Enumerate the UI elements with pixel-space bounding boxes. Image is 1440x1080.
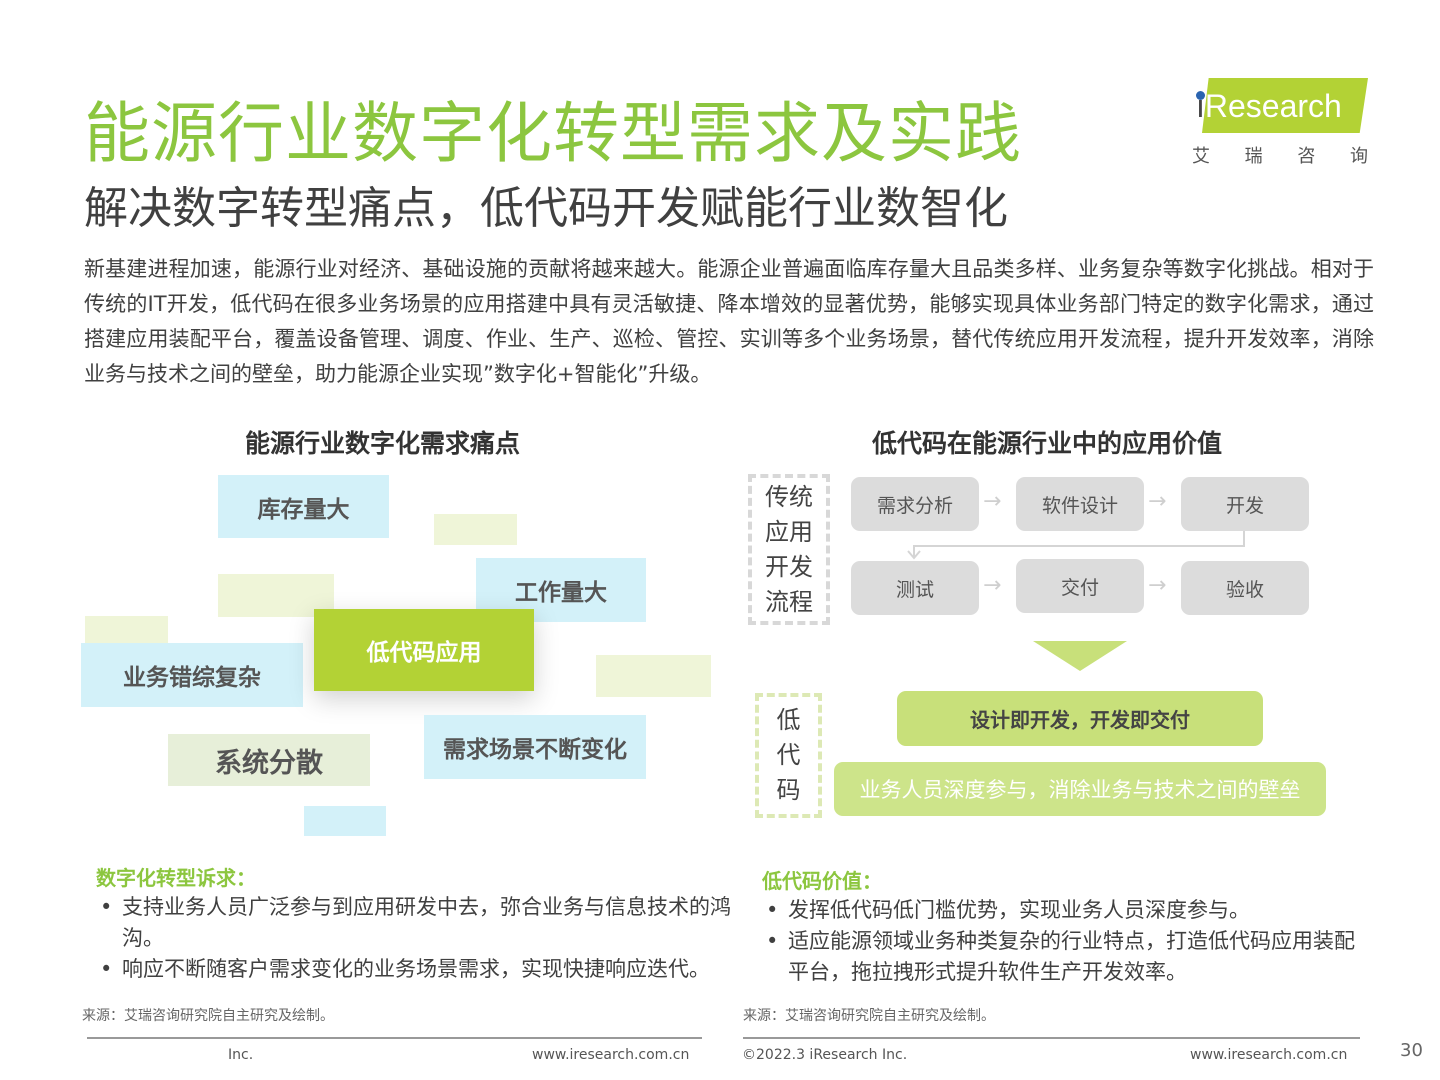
page-subtitle: 解决数字转型痛点，低代码开发赋能行业数智化 (84, 183, 1008, 234)
decor-block (596, 655, 711, 697)
bullet: 适应能源领域业务种类复杂的行业特点，打造低代码应用装配平台，拖拉拽形式提升软件生… (760, 926, 1360, 988)
iresearch-logo: ıResearch 艾瑞咨询 (1190, 78, 1370, 168)
page-title: 能源行业数字化转型需求及实践 (84, 95, 1022, 172)
arrow-right-icon: → (1148, 573, 1167, 598)
footer-url[interactable]: www.iresearch.com.cn (1190, 1047, 1348, 1063)
step-accept: 验收 (1181, 561, 1309, 615)
left-bullets: 支持业务人员广泛参与到应用研发中去，弥合业务与信息技术的鸿沟。 响应不断随客户需… (94, 892, 734, 985)
footer-divider (87, 1037, 702, 1039)
footer-url[interactable]: www.iresearch.com.cn (532, 1047, 690, 1063)
arrow-right-icon: → (983, 573, 1002, 598)
step-test: 测试 (851, 561, 979, 615)
block-scattered: 系统分散 (168, 734, 370, 786)
right-bullets: 发挥低代码低门槛优势，实现业务人员深度参与。 适应能源领域业务种类复杂的行业特点… (760, 895, 1360, 988)
arrow-right-icon: → (1148, 489, 1167, 514)
down-triangle-icon (1033, 641, 1127, 671)
bullet: 支持业务人员广泛参与到应用研发中去，弥合业务与信息技术的鸿沟。 (94, 892, 734, 954)
value-design-deliver: 设计即开发，开发即交付 (897, 691, 1263, 746)
footer-divider (743, 1037, 1360, 1039)
return-connector-icon (907, 531, 1245, 560)
source-note: 来源：艾瑞咨询研究院自主研究及绘制。 (82, 1008, 334, 1024)
pain-points-heading: 能源行业数字化需求痛点 (245, 429, 521, 458)
left-subheading: 数字化转型诉求： (96, 866, 256, 890)
bullet: 发挥低代码低门槛优势，实现业务人员深度参与。 (760, 895, 1360, 926)
arrow-right-icon: → (983, 489, 1002, 514)
step-requirements: 需求分析 (851, 477, 979, 531)
page-number: 30 (1400, 1040, 1423, 1061)
bullet: 响应不断随客户需求变化的业务场景需求，实现快捷响应迭代。 (94, 954, 734, 985)
block-inventory: 库存量大 (218, 475, 389, 538)
footer-copyright: ©2022.3 iResearch Inc. (742, 1047, 908, 1063)
value-business-participation: 业务人员深度参与，消除业务与技术之间的壁垒 (834, 762, 1326, 816)
traditional-label: 传统 应用 开发 流程 (748, 474, 830, 625)
right-subheading: 低代码价值： (762, 869, 882, 893)
block-complex: 业务错综复杂 (81, 643, 303, 707)
footer-inc: Inc. (228, 1047, 254, 1063)
step-design: 软件设计 (1016, 477, 1144, 531)
lowcode-label: 低代码 (755, 693, 822, 818)
value-heading: 低代码在能源行业中的应用价值 (872, 429, 1223, 458)
source-note: 来源：艾瑞咨询研究院自主研究及绘制。 (743, 1008, 995, 1024)
intro-paragraph: 新基建进程加速，能源行业对经济、基础设施的贡献将越来越大。能源企业普遍面临库存量… (84, 257, 1374, 386)
step-develop: 开发 (1181, 477, 1309, 531)
decor-block (85, 616, 168, 646)
block-lowcode-core: 低代码应用 (314, 609, 534, 691)
block-changing: 需求场景不断变化 (424, 715, 646, 779)
decor-block (304, 806, 386, 836)
step-deliver: 交付 (1016, 559, 1144, 613)
decor-block (434, 514, 517, 545)
